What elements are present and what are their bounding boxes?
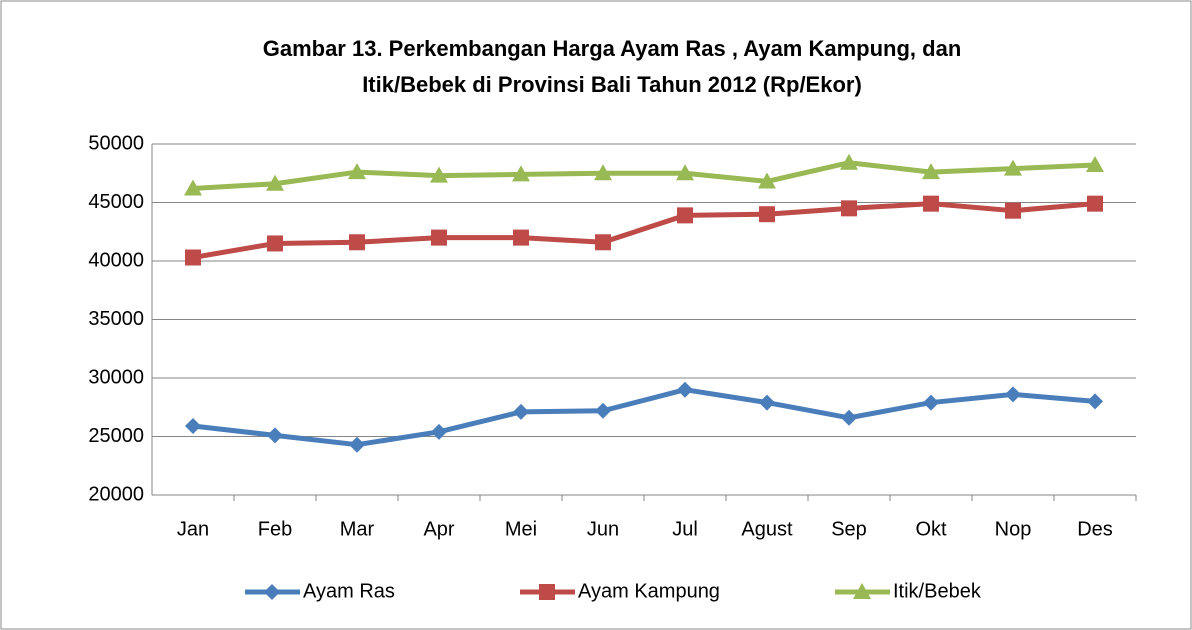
- marker: [594, 164, 612, 181]
- marker: [185, 249, 201, 266]
- marker: [431, 423, 447, 440]
- marker: [676, 164, 694, 181]
- marker: [348, 163, 366, 180]
- x-tick-label: Jun: [587, 518, 619, 540]
- marker: [267, 235, 283, 252]
- y-tick-label: 35000: [88, 308, 144, 330]
- series-line: [192, 201, 1096, 260]
- marker: [185, 417, 201, 434]
- y-tick-label: 20000: [88, 483, 144, 505]
- marker: [539, 584, 555, 600]
- marker: [513, 229, 529, 246]
- marker: [922, 163, 940, 180]
- x-tick-label: Feb: [258, 518, 292, 540]
- marker: [267, 427, 283, 444]
- marker: [759, 206, 775, 223]
- marker: [512, 165, 530, 182]
- marker: [1005, 386, 1021, 403]
- legend-label: Ayam Ras: [303, 580, 395, 602]
- x-tick-label: Mar: [340, 518, 375, 540]
- x-tick-label: Apr: [423, 518, 454, 540]
- chart-title: Gambar 13. Perkembangan Harga Ayam Ras ,…: [263, 36, 962, 61]
- x-tick-label: Sep: [831, 518, 867, 540]
- marker: [1004, 159, 1022, 176]
- marker: [841, 409, 857, 426]
- x-tick-label: Agust: [741, 518, 793, 540]
- marker: [841, 200, 857, 217]
- marker: [677, 207, 693, 224]
- marker: [266, 174, 284, 191]
- y-tick-label: 50000: [88, 132, 144, 154]
- x-tick-label: Jul: [672, 518, 698, 540]
- marker: [595, 402, 611, 419]
- series-line: [192, 387, 1096, 448]
- series-line: [192, 160, 1096, 191]
- marker: [758, 172, 776, 189]
- marker: [513, 403, 529, 420]
- marker: [264, 584, 280, 600]
- marker: [923, 195, 939, 212]
- chart-title: Itik/Bebek di Provinsi Bali Tahun 2012 (…: [362, 72, 862, 97]
- legend-label: Ayam Kampung: [578, 580, 720, 602]
- legend-label: Itik/Bebek: [893, 580, 982, 602]
- marker: [431, 229, 447, 246]
- x-tick-label: Jan: [177, 518, 209, 540]
- x-tick-label: Okt: [915, 518, 947, 540]
- marker: [759, 394, 775, 411]
- x-tick-label: Nop: [995, 518, 1032, 540]
- marker: [1086, 156, 1104, 173]
- marker: [840, 153, 858, 170]
- x-tick-label: Des: [1077, 518, 1113, 540]
- x-tick-label: Mei: [505, 518, 537, 540]
- y-tick-label: 25000: [88, 425, 144, 447]
- marker: [595, 234, 611, 251]
- marker: [1087, 195, 1103, 212]
- marker: [853, 583, 871, 599]
- y-tick-label: 45000: [88, 191, 144, 213]
- marker: [677, 381, 693, 398]
- marker: [1087, 393, 1103, 410]
- marker: [349, 436, 365, 453]
- marker: [1005, 202, 1021, 219]
- marker: [184, 179, 202, 196]
- y-tick-label: 40000: [88, 249, 144, 271]
- marker: [430, 166, 448, 183]
- marker: [923, 394, 939, 411]
- y-tick-label: 30000: [88, 366, 144, 388]
- marker: [349, 234, 365, 251]
